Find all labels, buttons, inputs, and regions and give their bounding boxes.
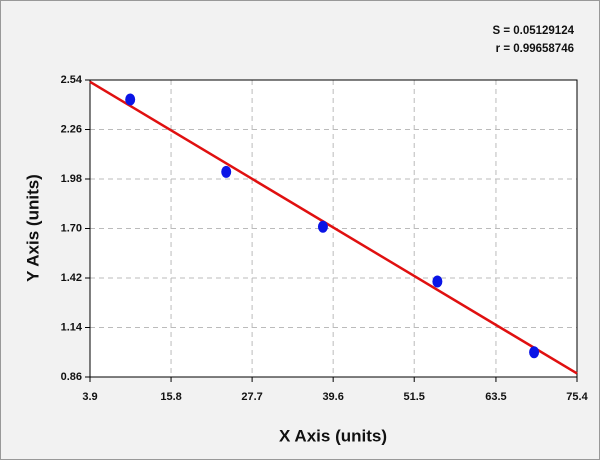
data-point (529, 346, 540, 359)
data-point (432, 275, 443, 288)
x-tick-label: 39.6 (322, 391, 343, 403)
data-point (125, 93, 136, 106)
x-tick-label: 75.4 (566, 391, 588, 403)
y-tick-label: 1.14 (61, 321, 83, 333)
y-tick-label: 2.26 (61, 123, 82, 135)
y-axis-label: Y Axis (units) (23, 174, 42, 282)
x-tick-label: 3.9 (82, 391, 97, 403)
annotation: r = 0.99658746 (496, 43, 574, 55)
x-tick-label: 51.5 (404, 391, 425, 403)
plot-frame (89, 79, 578, 378)
x-tick-label: 27.7 (241, 391, 262, 403)
y-tick-label: 2.54 (61, 74, 83, 86)
x-tick-label: 15.8 (160, 391, 181, 403)
y-tick-label: 1.98 (61, 173, 82, 185)
y-tick-label: 1.70 (61, 222, 82, 234)
data-point (221, 165, 232, 178)
annotation: S = 0.05129124 (492, 25, 574, 37)
x-tick-label: 63.5 (485, 391, 506, 403)
x-axis-label: X Axis (units) (279, 426, 387, 445)
y-tick-label: 1.42 (61, 272, 82, 284)
y-tick-label: 0.86 (61, 371, 82, 383)
data-point (317, 220, 328, 233)
fit-line (89, 80, 578, 375)
